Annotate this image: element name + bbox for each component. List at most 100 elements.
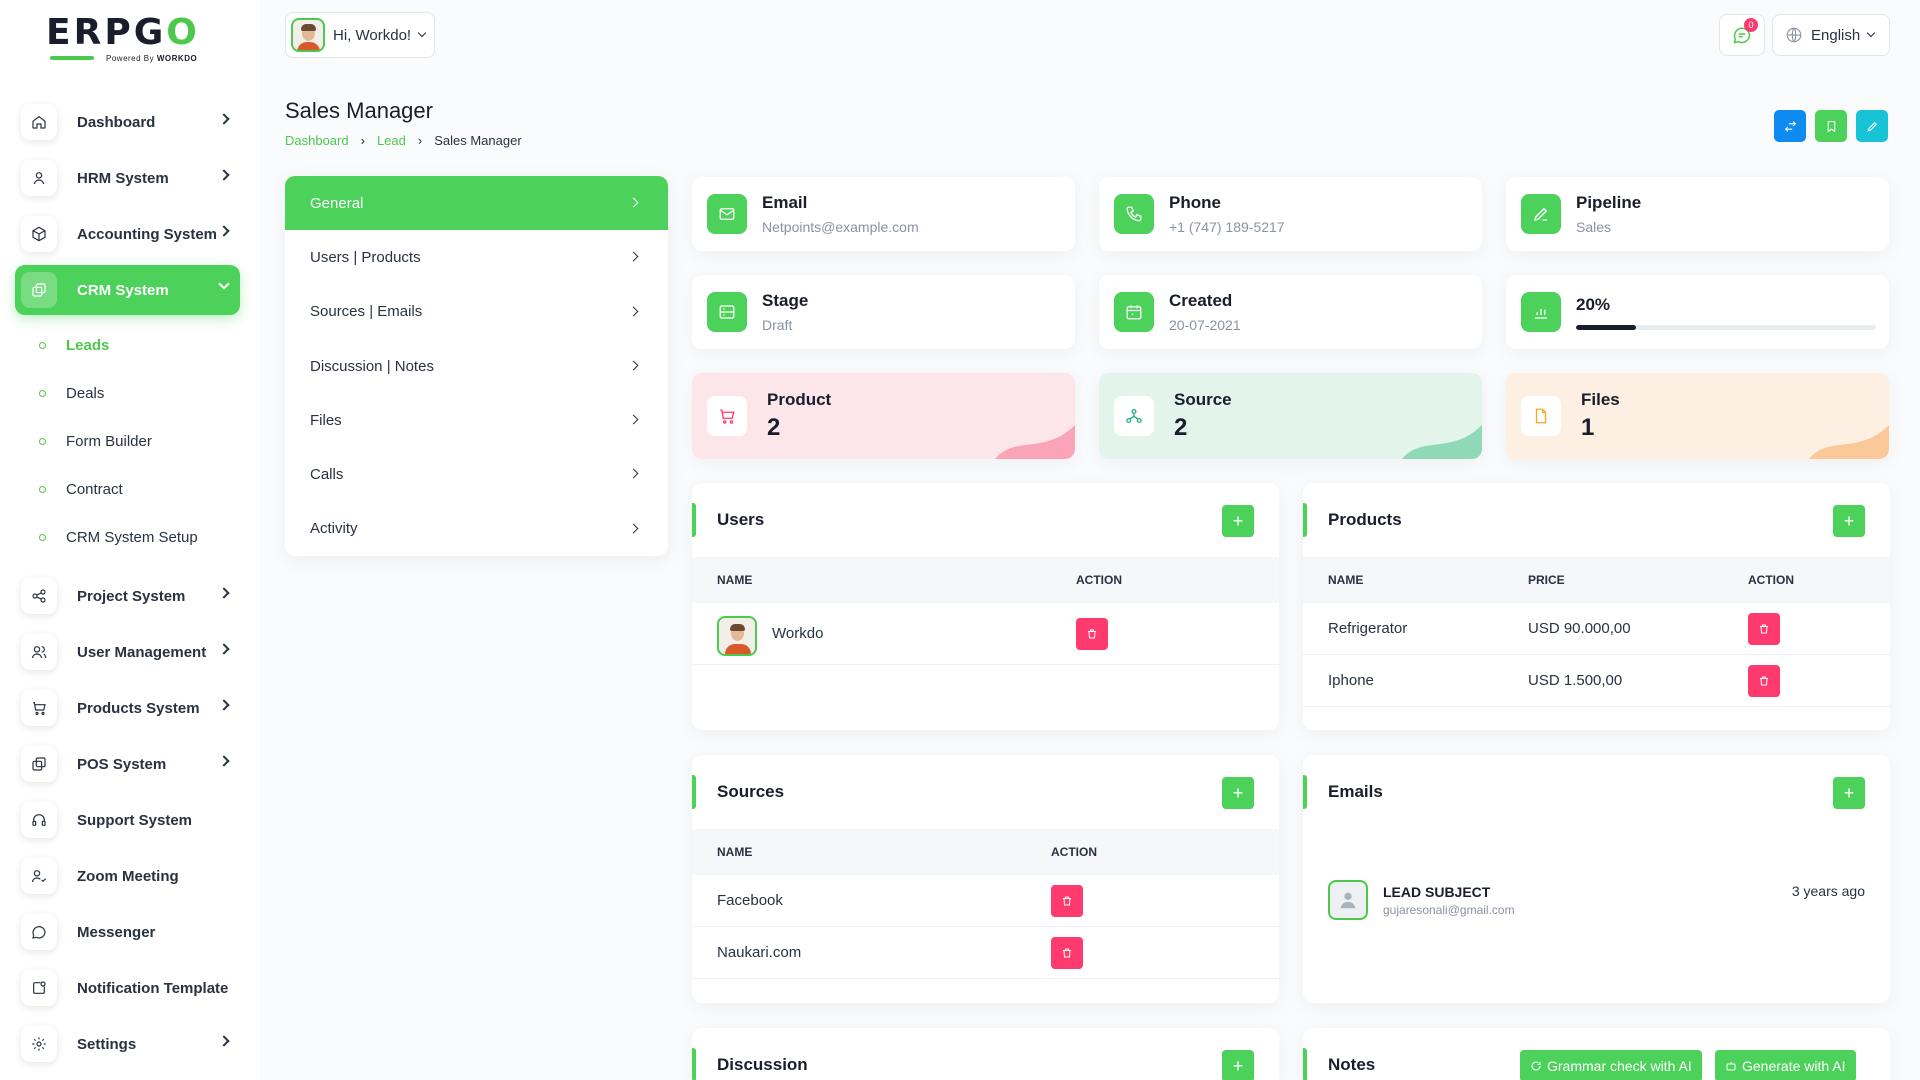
tab-files[interactable]: Files [285, 393, 668, 447]
sidebar: ERPGO Powered By WORKDO Dashboard HRM Sy… [0, 0, 260, 1080]
email-info-card: Email Netpoints@example.com [692, 177, 1075, 251]
page-actions [1774, 110, 1888, 142]
add-user-button[interactable]: + [1222, 505, 1254, 537]
sidebar-item-crm[interactable]: CRM System [15, 265, 240, 315]
delete-product-button[interactable] [1748, 613, 1780, 645]
edit-button[interactable] [1856, 110, 1888, 142]
sidebar-item-products[interactable]: Products System [15, 683, 240, 733]
tab-sources-emails[interactable]: Sources | Emails [285, 285, 668, 339]
chevron-right-icon [628, 469, 639, 479]
tab-users-products[interactable]: Users | Products [285, 230, 668, 284]
tab-activity[interactable]: Activity [285, 502, 668, 556]
panel-title: Products [1328, 510, 1402, 529]
sidebar-item-label: Support System [77, 811, 193, 829]
brand-logo[interactable]: ERPGO Powered By WORKDO [46, 14, 211, 66]
add-email-button[interactable]: + [1833, 777, 1865, 809]
chevron-right-icon [218, 587, 230, 599]
panel-header: Users + [692, 483, 1279, 557]
decorative-wave [1402, 425, 1482, 459]
chevron-right-icon [218, 699, 230, 711]
bookmark-icon [1827, 120, 1835, 132]
language-selector[interactable]: English [1772, 14, 1890, 56]
tab-label: Calls [310, 466, 344, 484]
phone-icon [1114, 194, 1154, 234]
delete-product-button[interactable] [1748, 665, 1780, 697]
refresh-icon [1531, 1061, 1541, 1071]
delete-source-button[interactable] [1051, 885, 1083, 917]
bullet-icon [39, 437, 46, 445]
stage-info-card: Stage Draft [692, 275, 1075, 349]
source-name: Naukari.com [717, 944, 802, 961]
sidebar-item-label: Project System [77, 587, 186, 605]
sidebar-subitem-leads[interactable]: Leads [15, 321, 240, 369]
user-icon [21, 160, 57, 196]
info-title: Stage [762, 291, 809, 310]
sidebar-item-label: CRM System [77, 281, 169, 299]
convert-button[interactable] [1774, 110, 1806, 142]
breadcrumb-lead[interactable]: Lead [376, 133, 406, 148]
sidebar-item-accounting[interactable]: Accounting System [15, 209, 240, 259]
bookmark-button[interactable] [1815, 110, 1847, 142]
notifications-button[interactable]: 0 [1719, 14, 1765, 56]
sidebar-subitem-contract[interactable]: Contract [15, 465, 240, 513]
decorative-wave [1809, 425, 1889, 459]
email-item[interactable]: LEAD SUBJECT gujaresonali@gmail.com 3 ye… [1328, 875, 1865, 925]
mail-icon [707, 194, 747, 234]
sidebar-subitem-deals[interactable]: Deals [15, 369, 240, 417]
language-label: English [1811, 26, 1861, 44]
bar-chart-icon [1521, 292, 1561, 332]
sidebar-item-user-management[interactable]: User Management [15, 627, 240, 677]
table-row: Naukari.com [692, 927, 1279, 979]
sidebar-item-dashboard[interactable]: Dashboard [15, 97, 240, 147]
delete-user-button[interactable] [1076, 618, 1108, 650]
panel-title: Emails [1328, 782, 1383, 801]
users-icon [21, 634, 57, 670]
breadcrumb-current: Sales Manager [434, 133, 522, 148]
server-icon [707, 292, 747, 332]
subitem-label: Leads [66, 336, 110, 354]
sidebar-subitem-form-builder[interactable]: Form Builder [15, 417, 240, 465]
sidebar-nav: Dashboard HRM System Accounting System C… [15, 97, 240, 1075]
sidebar-item-messenger[interactable]: Messenger [15, 907, 240, 957]
tab-calls[interactable]: Calls [285, 447, 668, 501]
sidebar-item-label: Dashboard [77, 113, 156, 131]
sidebar-item-label: HRM System [77, 169, 169, 187]
info-title: Pipeline [1576, 193, 1642, 212]
delete-source-button[interactable] [1051, 937, 1083, 969]
table-header: NAME ACTION [692, 557, 1279, 603]
column-header: NAME [717, 845, 753, 859]
table-row: Facebook [692, 875, 1279, 927]
panel-title: Discussion [717, 1055, 808, 1074]
phone-value: +1 (747) 189-5217 [1169, 219, 1285, 235]
stat-title: Source [1174, 390, 1232, 409]
add-product-button[interactable]: + [1833, 505, 1865, 537]
sidebar-item-hrm[interactable]: HRM System [15, 153, 240, 203]
tab-general[interactable]: General [285, 176, 668, 231]
avatar [717, 616, 757, 656]
add-discussion-button[interactable]: + [1222, 1050, 1254, 1080]
generate-ai-button[interactable]: Generate with AI [1715, 1050, 1856, 1080]
sidebar-item-support[interactable]: Support System [15, 795, 240, 845]
trash-icon [1760, 624, 1768, 634]
logo-powered-by: Powered By WORKDO [106, 54, 198, 63]
sidebar-item-zoom[interactable]: Zoom Meeting [15, 851, 240, 901]
sidebar-item-label: Notification Template [77, 979, 229, 997]
add-source-button[interactable]: + [1222, 777, 1254, 809]
sidebar-item-pos[interactable]: POS System [15, 739, 240, 789]
chevron-right-icon [628, 251, 639, 262]
sidebar-item-settings[interactable]: Settings [15, 1019, 240, 1069]
sidebar-item-notification-template[interactable]: Notification Template [15, 963, 240, 1013]
breadcrumb-dashboard[interactable]: Dashboard [285, 133, 349, 148]
sidebar-subitem-crm-setup[interactable]: CRM System Setup [15, 513, 240, 561]
pencil-icon [1866, 121, 1877, 132]
tab-discussion-notes[interactable]: Discussion | Notes [285, 339, 668, 393]
email-address: gujaresonali@gmail.com [1383, 902, 1515, 917]
sidebar-item-project[interactable]: Project System [15, 571, 240, 621]
sidebar-item-label: Products System [77, 699, 200, 717]
panel-title: Notes [1328, 1055, 1376, 1074]
user-menu-button[interactable]: Hi, Workdo! [285, 12, 435, 58]
grammar-check-ai-button[interactable]: Grammar check with AI [1520, 1050, 1702, 1080]
subitem-label: Form Builder [66, 432, 152, 450]
tab-label: Files [310, 411, 342, 429]
column-header: ACTION [1748, 573, 1794, 587]
